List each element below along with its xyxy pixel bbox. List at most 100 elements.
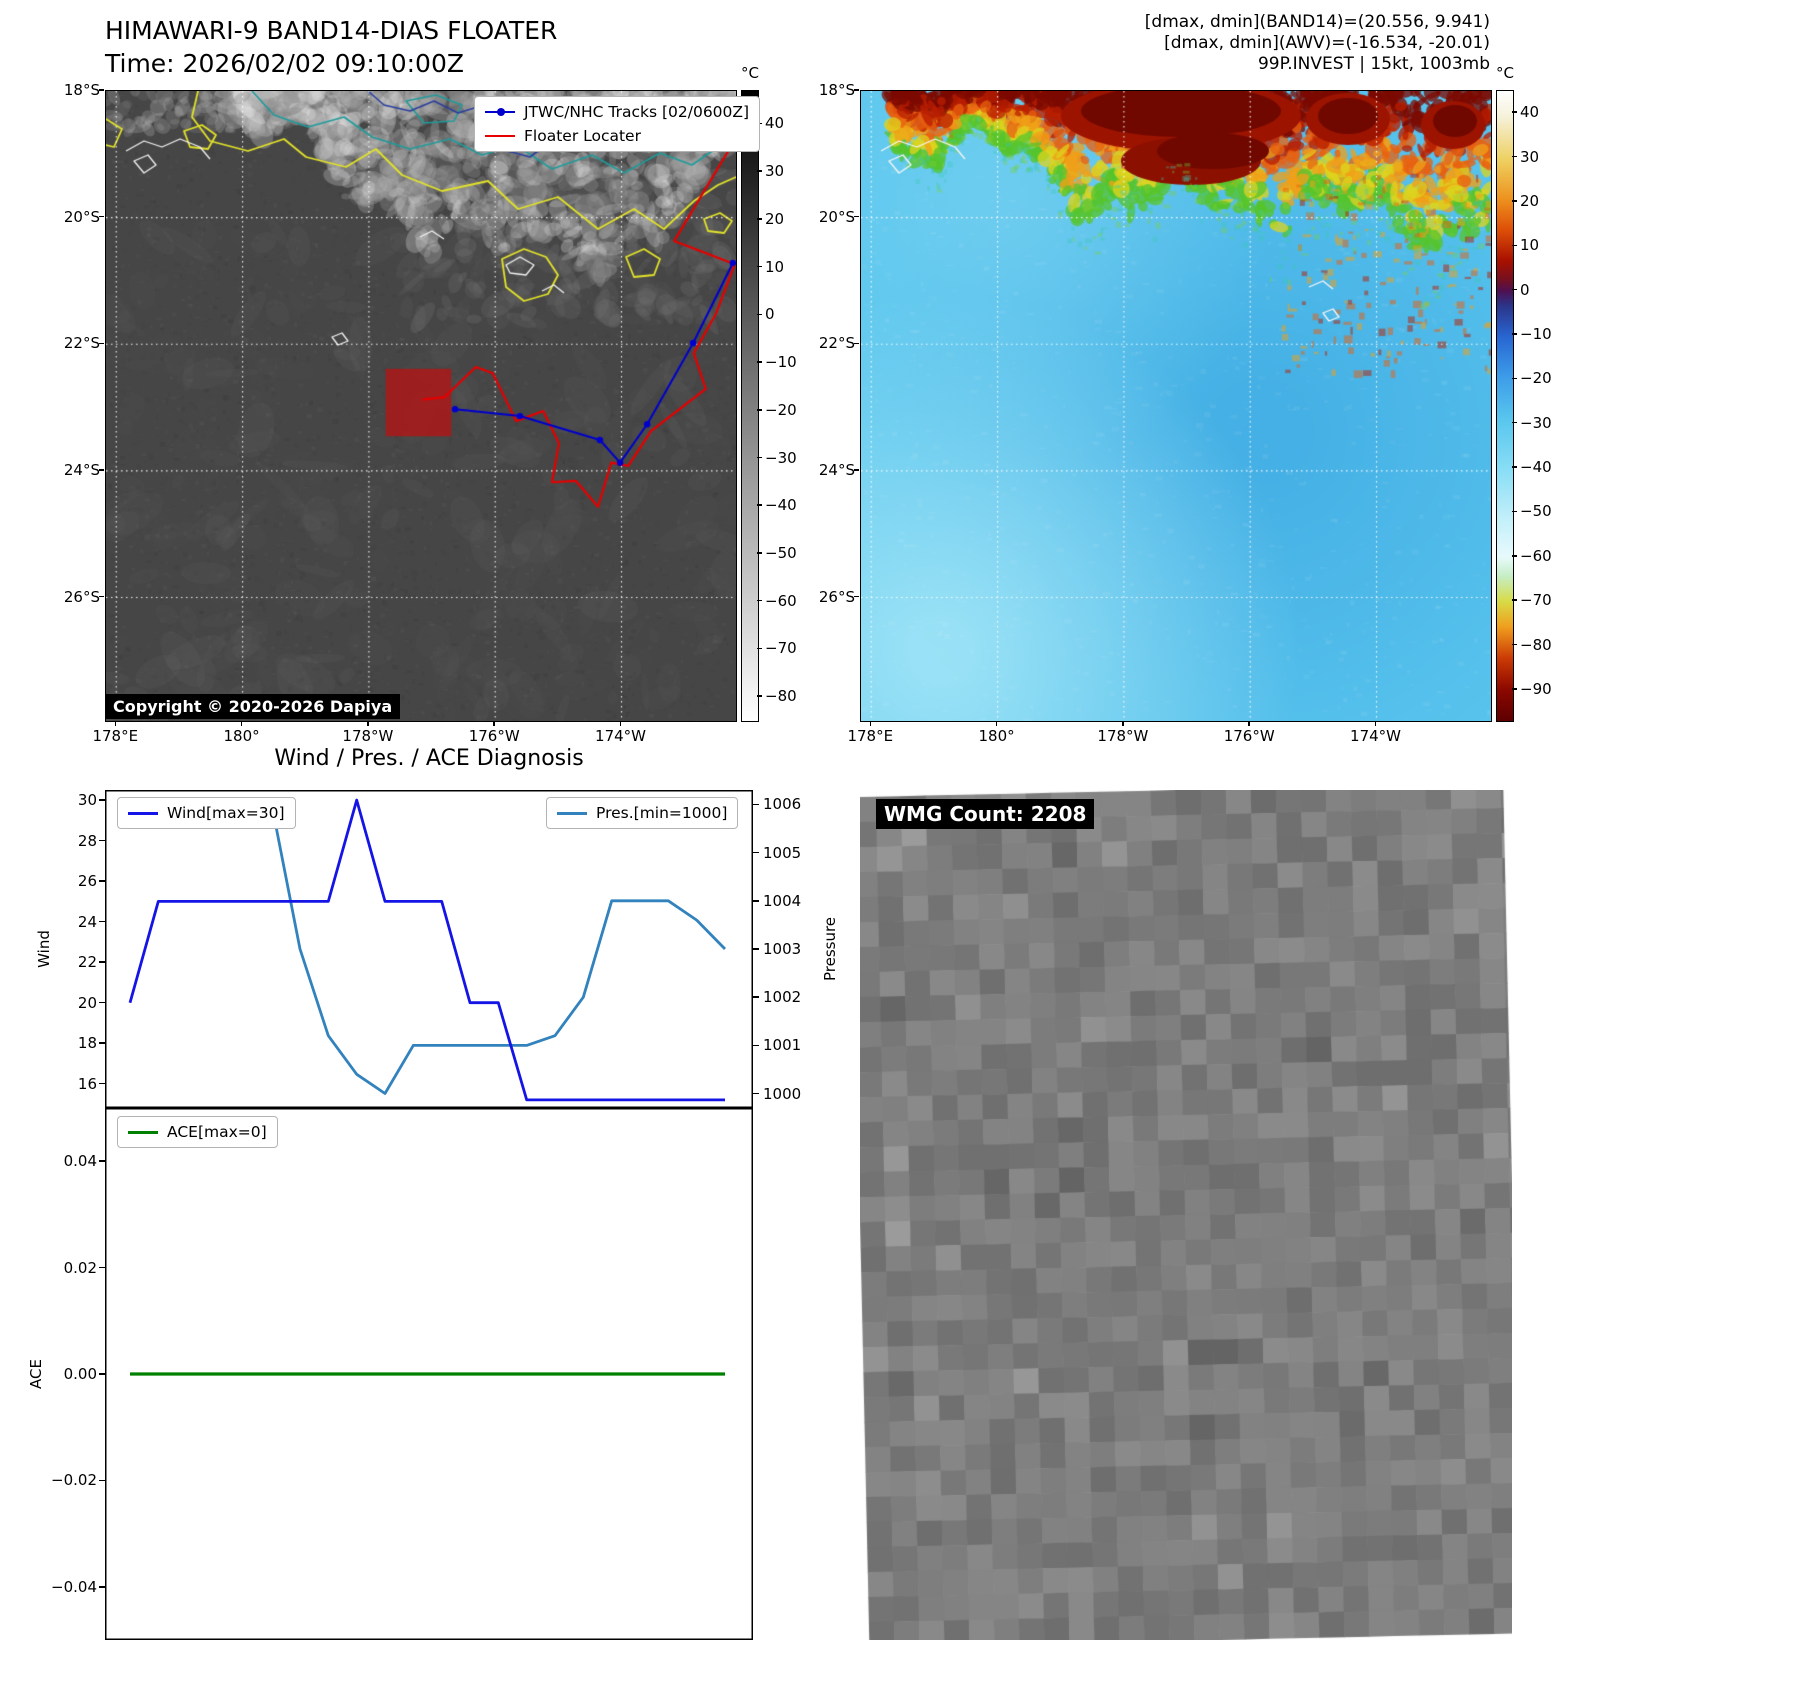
awv-lon-tickmark (1248, 721, 1250, 726)
pressure-ytickmark (753, 1044, 759, 1047)
awv-lon-tickmark (869, 721, 872, 726)
wind-ytick-label: 16 (77, 1074, 97, 1093)
ir-lon-tickmark (114, 721, 117, 726)
ace-ytickmark (99, 1586, 105, 1588)
pressure-ytick-label: 1004 (763, 891, 802, 910)
awv-colorbar-tick-label: −50 (1520, 502, 1552, 521)
awv-lon-tickmark (1374, 721, 1377, 726)
ir-colorbar-tickmark (757, 313, 762, 316)
ace-ytickmark (99, 1373, 105, 1375)
ir-map-legend-marker-dot (496, 107, 505, 116)
awv-lon-tick-label: 174°W (1350, 727, 1401, 745)
ace-legend-line-sample (128, 1130, 158, 1134)
awv-colorbar-tick-label: 40 (1520, 103, 1540, 122)
wind-legend-label: Wind[max=30] (167, 804, 285, 822)
pressure-ytickmark (753, 803, 759, 806)
ir-map-legend: JTWC/NHC Tracks [02/0600Z] Floater Locate… (474, 96, 761, 152)
ace-ytickmark (99, 1160, 105, 1162)
awv-lat-tick-label: 18°S (818, 81, 855, 99)
pressure-legend-line-sample (557, 811, 587, 815)
ir-colorbar-tickmark (757, 456, 762, 459)
ace-ytick-label: 0.04 (63, 1152, 97, 1171)
awv-colorbar-tick-label: −90 (1520, 679, 1552, 698)
ir-panel-title: HIMAWARI-9 BAND14-DIAS FLOATER (105, 16, 558, 45)
ir-lat-tickmark (99, 89, 104, 91)
awv-lon-tick-label: 178°E (847, 727, 894, 745)
ir-colorbar-tick-label: −80 (765, 687, 797, 706)
awv-colorbar-tick-label: −20 (1520, 369, 1552, 388)
awv-colorbar-tickmark (1512, 288, 1517, 291)
wind-ytick-label: 18 (77, 1034, 97, 1053)
pressure-ytickmark (753, 1092, 759, 1095)
awv-lat-tick-label: 20°S (818, 207, 855, 226)
ir-colorbar-tick-label: −40 (765, 496, 797, 515)
ir-lat-tickmark (99, 469, 104, 471)
copyright-label: Copyright © 2020-2026 Dapiya (105, 694, 401, 719)
ace-axis-title: ACE (27, 1359, 45, 1389)
ir-colorbar-tickmark (757, 218, 762, 220)
ir-colorbar-tickmark (757, 265, 762, 268)
wind-ytick-label: 30 (77, 791, 97, 810)
ir-colorbar-tick-label: −10 (765, 353, 797, 372)
awv-colorbar-tick-label: −70 (1520, 591, 1552, 610)
pressure-ytick-label: 1006 (763, 795, 802, 814)
wind-axis-title: Wind (35, 930, 53, 968)
pressure-ytick-label: 1003 (763, 940, 802, 958)
ace-chart (105, 1108, 753, 1640)
wind-pressure-chart (105, 790, 753, 1108)
ir-colorbar-tickmark (757, 504, 762, 506)
ir-lat-tickmark (99, 595, 104, 598)
awv-colorbar-tickmark (1512, 688, 1517, 690)
ace-ytick-label: −0.04 (51, 1577, 97, 1596)
awv-colorbar-tick-label: 20 (1520, 191, 1540, 210)
awv-lat-tick-label: 24°S (818, 460, 855, 479)
ir-lat-tickmark (99, 215, 104, 218)
ace-legend-entry: ACE[max=0] (128, 1123, 267, 1141)
pressure-ytick-label: 1005 (763, 843, 802, 862)
ir-lon-tickmark (493, 721, 495, 726)
ir-lon-tick-label: 176°W (468, 727, 520, 745)
awv-colorbar-tickmark (1512, 510, 1517, 513)
ir-colorbar-tick-label: −20 (765, 400, 797, 419)
ir-lat-tick-label: 22°S (63, 334, 100, 353)
ir-lat-tick-label: 26°S (63, 587, 100, 606)
awv-colorbar-tick-label: 0 (1520, 280, 1530, 299)
wind-ytickmark (99, 961, 105, 963)
awv-colorbar-tick-label: 30 (1520, 147, 1540, 166)
ir-colorbar-tickmark (757, 599, 762, 602)
ir-colorbar-tick-label: 10 (765, 257, 785, 276)
ir-colorbar-tickmark (757, 170, 762, 172)
awv-colorbar-tick-label: −80 (1520, 635, 1552, 654)
awv-lon-tick-label: 178°W (1097, 727, 1149, 745)
ace-ytick-label: −0.02 (51, 1471, 97, 1490)
wmg-count-label: WMG Count: 2208 (876, 799, 1095, 829)
ace-ytick-label: 0.00 (63, 1365, 97, 1383)
wind-ytick-label: 26 (77, 872, 97, 891)
pressure-ytickmark (753, 851, 759, 854)
pressure-legend: Pres.[min=1000] (546, 797, 739, 829)
awv-colorbar-tick-label: 10 (1520, 236, 1540, 255)
awv-info-line: 99P.INVEST | 15kt, 1003mb (1257, 54, 1490, 74)
wind-ytickmark (99, 1042, 105, 1044)
pressure-ytickmark (753, 996, 759, 998)
awv-colorbar-unit-label: °C (1496, 64, 1514, 82)
pressure-ytickmark (753, 948, 759, 950)
ace-ytick-label: 0.02 (63, 1258, 97, 1277)
ir-lon-tickmark (367, 721, 369, 726)
ir-colorbar-tick-label: −60 (765, 591, 797, 610)
wind-ytickmark (99, 1082, 105, 1085)
ir-satellite-map (105, 90, 737, 722)
ir-colorbar-tickmark (757, 552, 762, 554)
awv-colorbar-tickmark (1512, 111, 1517, 113)
awv-colorbar-tickmark (1512, 599, 1517, 601)
awv-colorbar (1496, 90, 1514, 722)
wind-ytick-label: 22 (77, 953, 97, 972)
ir-map-legend-label: JTWC/NHC Tracks [02/0600Z] (524, 103, 750, 121)
awv-colorbar-tickmark (1512, 377, 1517, 380)
awv-lon-tickmark (995, 721, 998, 726)
awv-colorbar-tick-label: −10 (1520, 325, 1552, 343)
ir-map-legend-label: Floater Locater (524, 127, 641, 145)
ir-colorbar-tick-label: −70 (765, 639, 797, 658)
awv-lat-tick-label: 26°S (818, 587, 855, 606)
pressure-ytick-label: 1002 (763, 988, 802, 1007)
